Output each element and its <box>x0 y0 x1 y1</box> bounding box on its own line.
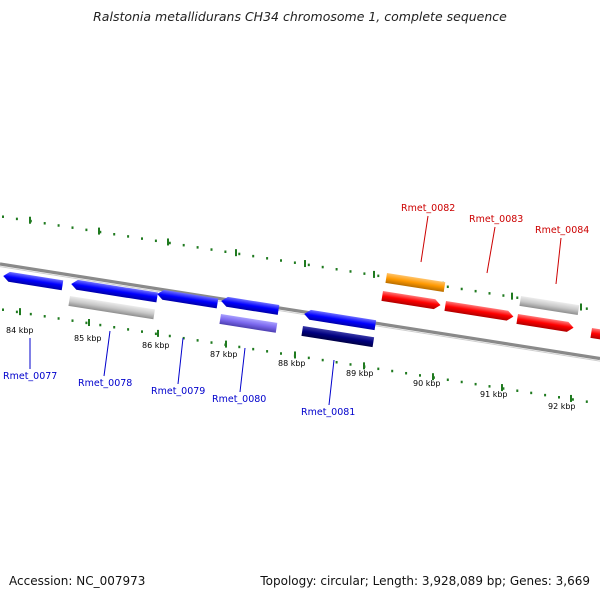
gene-rmet-0082 <box>385 273 446 293</box>
gene-features <box>3 271 600 348</box>
gene-label-forward: Rmet_0079 <box>151 386 205 397</box>
backbone-shadow <box>0 266 600 362</box>
gene-rmet-0080 <box>221 296 280 315</box>
leader-line <box>486 226 496 274</box>
accession-text: Accession: NC_007973 <box>9 574 146 588</box>
tick-label: 90 kbp <box>413 379 441 388</box>
gene-rmet-0081 <box>304 309 377 331</box>
lower-tick-marks <box>2 308 588 403</box>
upper-tick-marks <box>2 215 588 311</box>
tick-label: 89 kbp <box>346 369 374 378</box>
leader-line <box>420 215 429 263</box>
gene-rmet-0078 <box>71 279 158 303</box>
leader-line <box>239 347 246 393</box>
gene-rmet-0083 <box>444 301 514 321</box>
backbone-line <box>0 262 600 361</box>
gene-rmet-0079 <box>157 289 219 309</box>
gene-label-reverse: Rmet_0084 <box>535 225 589 236</box>
gene-label-forward: Rmet_0081 <box>301 407 355 418</box>
gene-purple <box>219 314 278 333</box>
chromosome-backbone <box>0 262 600 362</box>
tick-labels: 84 kbp 85 kbp 86 kbp 87 kbp 88 kbp 89 kbp 90 k… <box>6 326 576 411</box>
leader-line <box>103 330 111 377</box>
gene-label-forward: Rmet_0077 <box>3 371 57 382</box>
gene-labels: Rmet_0077 Rmet_0078 Rmet_0079 Rmet_0080 Rmet… <box>3 203 589 418</box>
leader-line <box>177 337 184 385</box>
gene-navy <box>301 326 375 348</box>
tick-label: 84 kbp <box>6 326 34 335</box>
leader-line <box>328 359 335 406</box>
gene-label-forward: Rmet_0080 <box>212 394 266 405</box>
tick-label: 92 kbp <box>548 402 576 411</box>
gene-red-edge <box>590 328 600 341</box>
tick-label: 91 kbp <box>480 390 508 399</box>
tick-label: 85 kbp <box>74 334 102 343</box>
topology-summary: Topology: circular; Length: 3,928,089 bp… <box>260 574 590 588</box>
tick-label: 87 kbp <box>210 350 238 359</box>
gene-rmet-0077 <box>3 271 64 291</box>
gene-red-b <box>516 314 574 332</box>
gene-grey-a <box>68 296 155 320</box>
gene-label-forward: Rmet_0078 <box>78 378 132 389</box>
gene-label-reverse: Rmet_0083 <box>469 214 523 225</box>
gene-label-reverse: Rmet_0082 <box>401 203 455 214</box>
leader-line <box>555 237 562 285</box>
tick-label: 88 kbp <box>278 359 306 368</box>
map-title: Ralstonia metallidurans CH34 chromosome … <box>93 9 507 24</box>
gene-red-a <box>381 291 441 310</box>
tick-label: 86 kbp <box>142 341 170 350</box>
gene-rmet-0084 <box>519 296 580 316</box>
